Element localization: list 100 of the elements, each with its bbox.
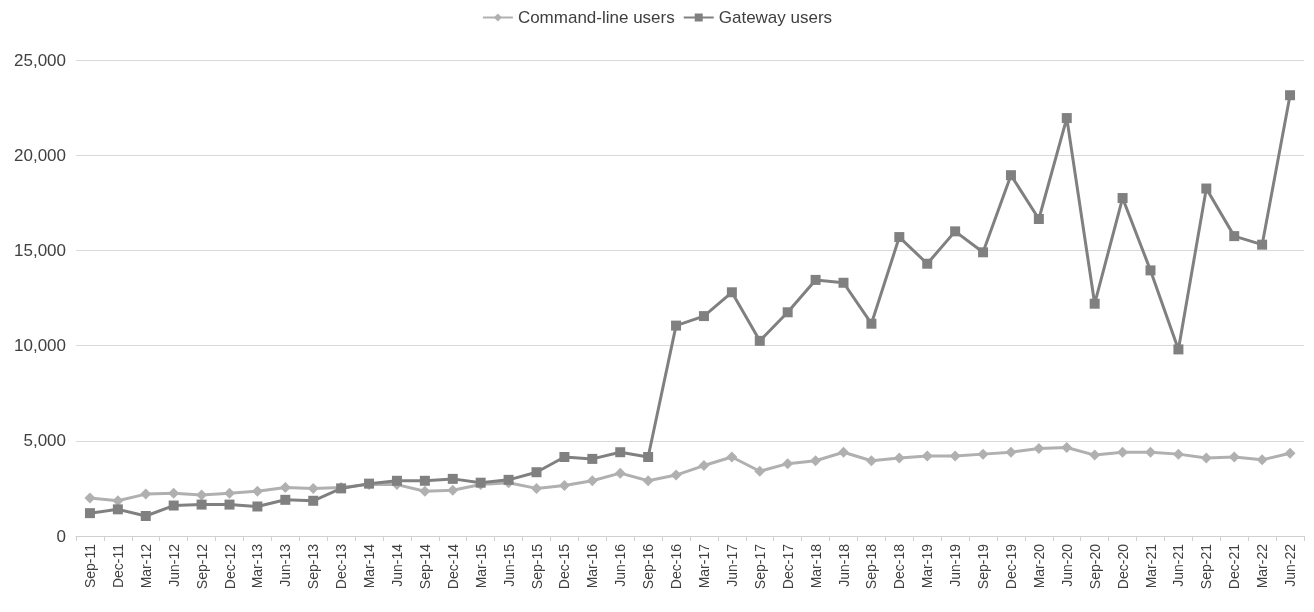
point [1257, 239, 1268, 250]
point [810, 274, 821, 285]
point [419, 475, 430, 486]
point [224, 487, 235, 499]
x-tick-label: Sep-19 [975, 543, 992, 590]
point [252, 501, 263, 512]
point [1005, 170, 1016, 181]
point [1145, 265, 1156, 276]
x-tick-label: Mar-18 [807, 543, 824, 589]
y-tick-label: 0 [56, 526, 66, 546]
point [1089, 298, 1100, 309]
point [698, 311, 709, 322]
point [279, 481, 291, 493]
point [642, 475, 654, 487]
point [84, 508, 95, 519]
x-tick-label: Jun-13 [277, 543, 294, 587]
x-tick-label: Jun-15 [500, 543, 517, 587]
x-tick-label: Mar-20 [1030, 543, 1047, 589]
point [558, 480, 570, 492]
x-tick-label: Mar-21 [1142, 543, 1159, 589]
point [419, 485, 431, 497]
x-tick-label: Mar-14 [361, 543, 378, 589]
x-tick-label: Mar-13 [249, 543, 266, 589]
x-tick-label: Dec-21 [1226, 543, 1243, 590]
x-tick-label: Jun-20 [1058, 543, 1075, 587]
point [112, 504, 123, 515]
point [447, 473, 458, 484]
point [1284, 447, 1296, 459]
x-tick-label: Dec-16 [668, 543, 685, 590]
point [866, 318, 877, 329]
point [1033, 213, 1044, 224]
x-tick-label: Jun-22 [1282, 543, 1299, 587]
point [782, 458, 794, 470]
point [838, 446, 849, 458]
point [196, 499, 207, 510]
x-tick-label: Sep-14 [416, 543, 433, 590]
x-tick-label: Jun-17 [723, 543, 740, 587]
y-tick-label: 5,000 [23, 431, 66, 451]
x-tick-label: Dec-19 [1002, 543, 1019, 590]
x-tick-label: Dec-14 [444, 543, 461, 590]
point [865, 455, 877, 467]
point [1229, 231, 1240, 242]
point [531, 482, 542, 494]
point [950, 226, 961, 237]
point [586, 475, 598, 487]
y-tick-label: 15,000 [14, 240, 66, 260]
x-tick-label: Jun-12 [165, 543, 182, 587]
point [391, 475, 402, 486]
point [1200, 452, 1212, 464]
point [614, 467, 626, 479]
x-tick-label: Dec-11 [109, 543, 126, 589]
point [503, 474, 514, 485]
point [308, 495, 319, 506]
x-tick-label: Jun-21 [1170, 543, 1187, 587]
point [140, 511, 151, 522]
x-tick-label: Mar-19 [919, 543, 936, 589]
point [559, 451, 570, 462]
point [782, 307, 793, 318]
point [1117, 193, 1128, 204]
point [838, 277, 849, 288]
point [447, 484, 459, 496]
x-tick-label: Sep-11 [81, 543, 98, 589]
x-tick-label: Mar-22 [1254, 543, 1271, 589]
legend-label: Command-line users [517, 8, 675, 27]
x-tick-label: Mar-16 [584, 543, 601, 589]
x-tick-label: Dec-12 [221, 543, 238, 590]
x-tick-label: Jun-14 [388, 543, 405, 587]
point [531, 467, 542, 478]
y-tick-label: 20,000 [14, 145, 66, 165]
point [726, 451, 738, 463]
point [670, 469, 682, 481]
x-tick-label: Sep-16 [640, 543, 657, 590]
point [978, 247, 989, 258]
x-tick-label: Dec-17 [779, 543, 796, 590]
point [587, 453, 598, 464]
y-tick-label: 25,000 [14, 50, 66, 70]
point [1173, 344, 1184, 355]
point [168, 500, 179, 511]
point [1145, 446, 1156, 458]
y-tick-label: 10,000 [14, 336, 66, 356]
point [922, 258, 933, 269]
x-tick-label: Jun-16 [612, 543, 629, 587]
x-tick-label: Sep-13 [305, 543, 322, 590]
x-tick-label: Mar-12 [137, 543, 154, 589]
x-tick-label: Sep-17 [751, 543, 768, 590]
x-tick-label: Sep-15 [528, 543, 545, 590]
point [280, 494, 291, 505]
point [1201, 183, 1212, 194]
x-tick-label: Dec-18 [891, 543, 908, 590]
x-tick-label: Sep-18 [863, 543, 880, 590]
point [1061, 113, 1072, 124]
point [1285, 90, 1296, 101]
point [726, 287, 737, 298]
point [754, 465, 766, 477]
x-tick-label: Dec-13 [333, 543, 350, 590]
x-tick-label: Mar-15 [472, 543, 489, 589]
point [643, 451, 654, 462]
x-tick-label: Dec-20 [1114, 543, 1131, 590]
x-tick-label: Sep-21 [1198, 543, 1215, 590]
point [615, 447, 626, 458]
